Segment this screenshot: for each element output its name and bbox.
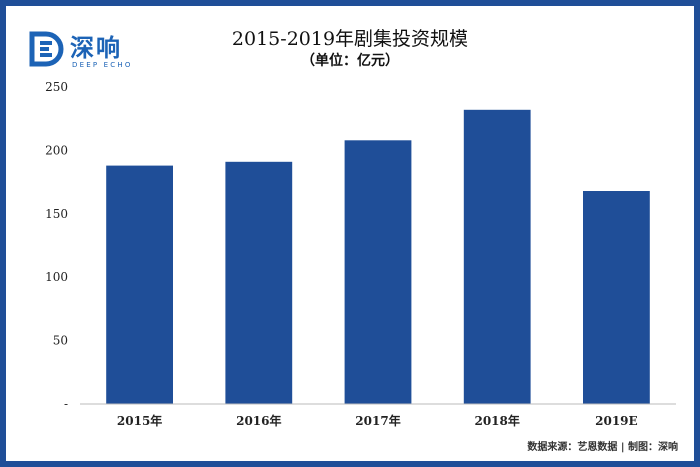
x-axis: 2015年 2016年 2017年 2018年 2019E [117,413,638,428]
y-tick-label: 150 [45,207,68,221]
x-tick-label: 2017年 [355,413,400,428]
logo: 深响 DEEP ECHO [28,28,178,76]
y-tick-label: 250 [45,80,68,94]
chart-title: 2015-2019年剧集投资规模 [231,28,469,50]
deep-echo-logo-icon [29,31,64,67]
chart-subtitle: （单位：亿元） [301,53,399,69]
y-tick-label: 200 [45,143,68,157]
x-tick-label: 2018年 [474,413,519,428]
y-tick-label: - [64,397,68,411]
y-axis: - 50 100 150 200 250 [45,80,68,411]
bar [463,109,531,405]
logo-brand-text: 深响 [70,34,122,62]
logo-brand-english: DEEP ECHO [72,61,133,69]
bar [106,165,173,404]
x-tick-label: 2015年 [117,413,162,428]
y-tick-label: 100 [45,270,68,284]
bar [583,191,650,404]
x-tick-label: 2016年 [236,413,281,428]
bar [225,161,293,404]
source-note: 数据来源：艺恩数据 | 制图：深响 [527,442,678,453]
x-tick-label: 2019E [595,414,638,428]
y-tick-label: 50 [53,334,68,348]
bar-series [106,109,650,405]
bar [344,140,412,405]
